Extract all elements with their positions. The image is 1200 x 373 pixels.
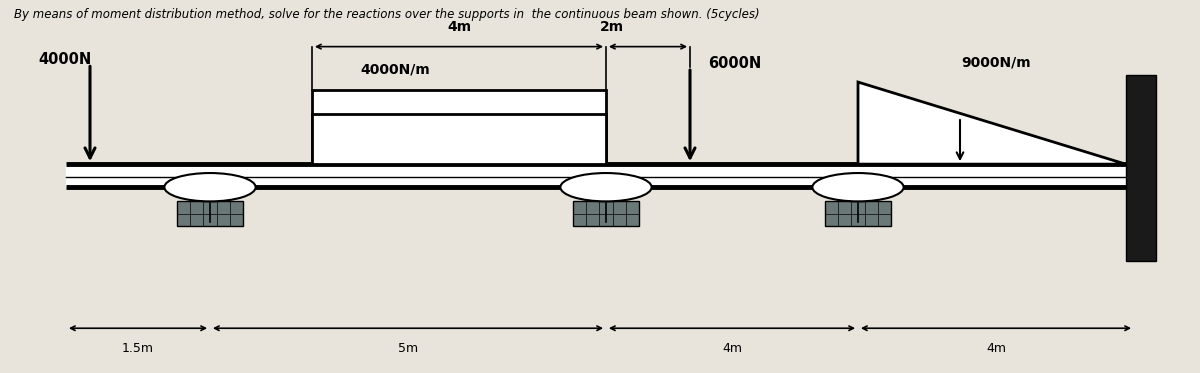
Circle shape xyxy=(812,173,904,201)
Text: 6000N: 6000N xyxy=(708,56,761,71)
Polygon shape xyxy=(858,82,1126,164)
Text: 1.5m: 1.5m xyxy=(122,342,154,355)
Text: 4m: 4m xyxy=(722,342,742,355)
Bar xyxy=(312,114,606,164)
Circle shape xyxy=(560,173,652,201)
Bar xyxy=(178,201,242,226)
Text: 4000N/m: 4000N/m xyxy=(360,62,430,76)
Bar xyxy=(574,201,640,226)
Bar xyxy=(312,90,606,164)
Text: 2m: 2m xyxy=(600,19,624,34)
Circle shape xyxy=(164,173,256,201)
Bar xyxy=(1126,75,1156,261)
Text: 4m: 4m xyxy=(986,342,1006,355)
Bar xyxy=(826,201,890,226)
Text: 4000N: 4000N xyxy=(38,52,91,67)
Text: 5m: 5m xyxy=(398,342,418,355)
Text: By means of moment distribution method, solve for the reactions over the support: By means of moment distribution method, … xyxy=(14,8,760,21)
Text: 4m: 4m xyxy=(448,19,472,34)
Text: 9000N/m: 9000N/m xyxy=(961,55,1031,69)
